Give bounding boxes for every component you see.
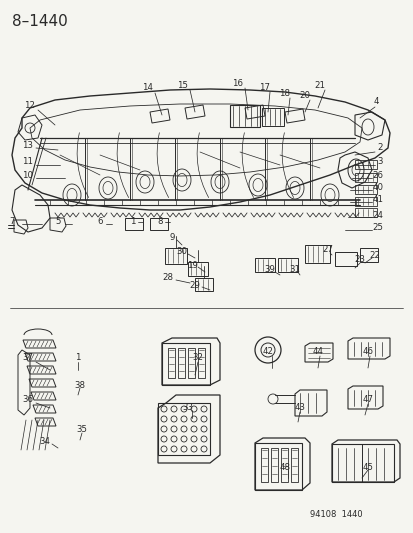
Text: 28: 28 <box>162 273 173 282</box>
Bar <box>188 262 207 276</box>
Text: 34: 34 <box>39 438 50 447</box>
Bar <box>261 108 283 126</box>
Bar <box>277 258 297 272</box>
Text: 48: 48 <box>279 464 290 472</box>
Bar <box>150 218 168 230</box>
Text: 17: 17 <box>259 83 270 92</box>
Text: 27: 27 <box>322 246 333 254</box>
Text: 38: 38 <box>74 381 85 390</box>
Text: 22: 22 <box>369 251 380 260</box>
Text: 13: 13 <box>22 141 33 149</box>
Bar <box>280 448 287 482</box>
Text: 33: 33 <box>182 403 193 413</box>
Bar <box>158 403 209 455</box>
Text: 21: 21 <box>314 80 325 90</box>
Text: 10: 10 <box>22 171 33 180</box>
Bar <box>260 448 267 482</box>
Text: 26: 26 <box>372 171 382 180</box>
Text: 45: 45 <box>362 464 373 472</box>
Bar <box>304 245 329 263</box>
Text: 11: 11 <box>22 157 33 166</box>
Text: 14: 14 <box>142 84 153 93</box>
Text: 6: 6 <box>97 217 102 227</box>
Text: 20: 20 <box>299 91 310 100</box>
Text: 40: 40 <box>372 183 382 192</box>
Bar <box>178 348 185 378</box>
Text: 29: 29 <box>189 280 200 289</box>
Text: 39: 39 <box>264 265 275 274</box>
Text: 7: 7 <box>9 217 15 227</box>
Text: 2: 2 <box>376 143 382 152</box>
Bar <box>197 348 204 378</box>
Text: 25: 25 <box>372 223 382 232</box>
Bar <box>354 173 376 182</box>
Text: 3: 3 <box>376 157 382 166</box>
Text: 41: 41 <box>372 196 382 205</box>
Bar <box>195 278 212 291</box>
Bar <box>334 252 356 266</box>
Text: 42: 42 <box>262 348 273 357</box>
Text: 43: 43 <box>294 403 305 413</box>
Text: 24: 24 <box>372 211 382 220</box>
Text: 5: 5 <box>55 217 61 227</box>
Text: 94108  1440: 94108 1440 <box>309 510 362 519</box>
Bar <box>354 197 376 206</box>
Text: 19: 19 <box>186 261 197 270</box>
Bar <box>354 208 376 217</box>
Bar <box>161 343 209 385</box>
Text: 4: 4 <box>373 98 378 107</box>
Text: 31: 31 <box>289 265 300 274</box>
Text: 23: 23 <box>354 255 365 264</box>
Bar <box>331 444 393 482</box>
Bar <box>354 185 376 194</box>
Text: 32: 32 <box>192 353 203 362</box>
Text: 15: 15 <box>177 80 188 90</box>
Text: 9: 9 <box>169 233 174 243</box>
Bar <box>290 448 297 482</box>
Bar <box>354 160 376 169</box>
Text: 8–1440: 8–1440 <box>12 14 68 29</box>
Text: 44: 44 <box>312 348 323 357</box>
Bar <box>254 443 301 490</box>
Bar <box>359 248 377 262</box>
Text: 46: 46 <box>362 348 373 357</box>
Text: 30: 30 <box>176 247 187 256</box>
Text: 18: 18 <box>279 88 290 98</box>
Bar <box>188 348 195 378</box>
Bar <box>165 248 187 264</box>
Text: 35: 35 <box>76 425 87 434</box>
Text: 16: 16 <box>232 78 243 87</box>
Text: 36: 36 <box>22 395 33 405</box>
Text: 12: 12 <box>24 101 36 109</box>
Bar <box>230 105 259 127</box>
Text: 1: 1 <box>75 353 81 362</box>
Text: 8: 8 <box>157 217 162 227</box>
Text: 47: 47 <box>362 395 373 405</box>
Bar <box>168 348 175 378</box>
Bar <box>125 218 142 230</box>
Bar <box>254 258 274 272</box>
Bar <box>271 448 277 482</box>
Text: 1: 1 <box>130 217 135 227</box>
Text: 37: 37 <box>22 353 33 362</box>
